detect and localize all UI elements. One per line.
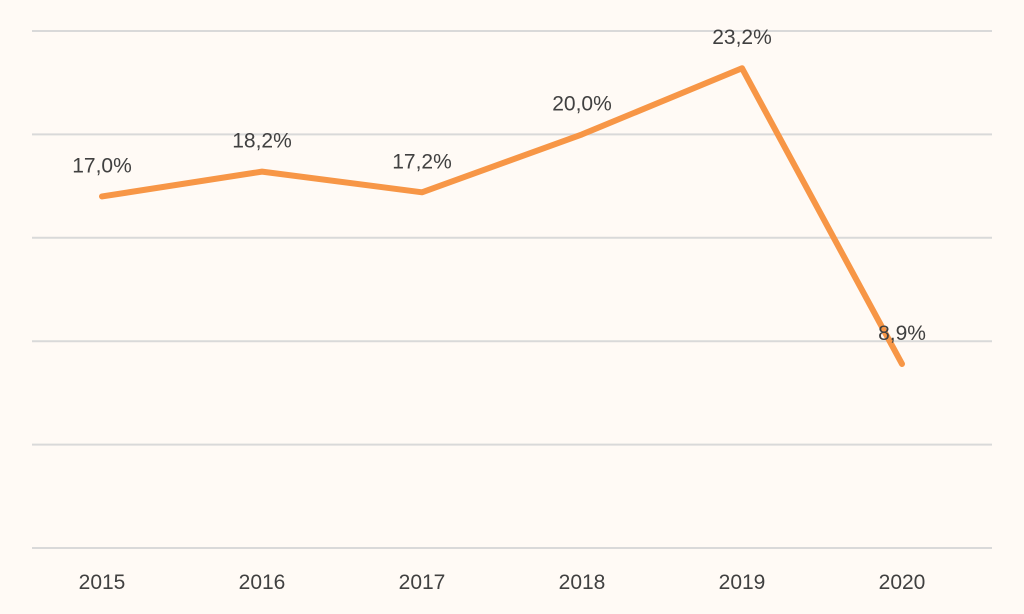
x-tick-label: 2017	[399, 571, 446, 594]
x-tick-label: 2020	[879, 571, 926, 594]
data-label: 23,2%	[712, 26, 772, 49]
data-label: 17,2%	[392, 150, 452, 173]
gridlines	[32, 30, 992, 549]
data-label: 18,2%	[232, 130, 292, 153]
data-label: 8,9%	[878, 322, 926, 345]
series-line	[99, 65, 905, 367]
series-layer	[99, 65, 905, 367]
data-label: 17,0%	[72, 154, 132, 177]
data-labels: 17,0% 18,2% 17,2% 20,0% 23,2% 8,9%	[72, 26, 926, 345]
x-tick-label: 2015	[79, 571, 126, 594]
x-tick-label: 2016	[239, 571, 286, 594]
data-label: 20,0%	[552, 92, 612, 115]
x-tick-label: 2019	[719, 571, 766, 594]
x-axis-tick-labels: 2015 2016 2017 2018 2019 2020	[79, 571, 926, 594]
x-tick-label: 2018	[559, 571, 606, 594]
